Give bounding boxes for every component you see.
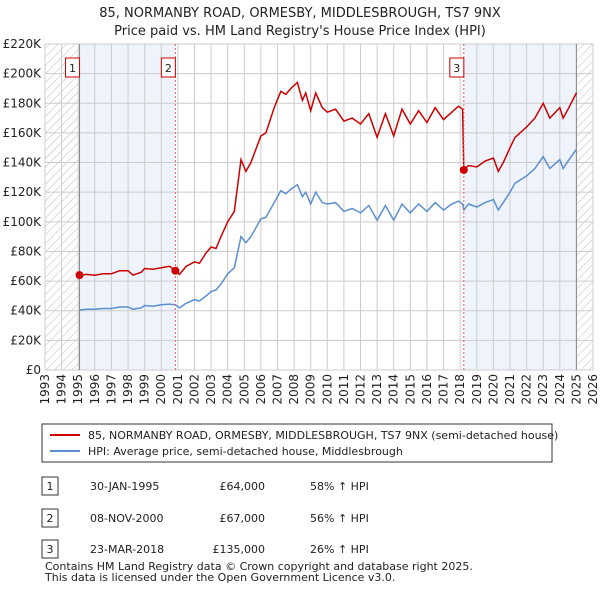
hpi-line: [79, 148, 578, 311]
sale-row-number: 1: [47, 480, 54, 493]
x-tick-label: 1997: [104, 374, 118, 405]
sale-row-hpi: 56% ↑ HPI: [310, 512, 369, 525]
x-tick-label: 2023: [536, 374, 550, 405]
sale-row-price: £67,000: [220, 512, 266, 525]
x-tick-label: 2014: [387, 374, 401, 405]
x-tick-label: 2002: [187, 374, 201, 405]
x-tick-label: 2000: [154, 374, 168, 405]
y-tick-label: £120K: [3, 185, 43, 199]
x-tick-label: 2003: [204, 374, 218, 405]
property-price-line: [79, 81, 578, 277]
x-tick-label: 2006: [254, 374, 268, 405]
hatched-region: [576, 44, 593, 370]
footer-copyright: Contains HM Land Registry data © Crown c…: [45, 560, 473, 573]
sale-label-number: 1: [69, 62, 76, 75]
x-tick-label: 2001: [171, 374, 185, 405]
chart-title: 85, NORMANBY ROAD, ORMESBY, MIDDLESBROUG…: [99, 6, 501, 21]
x-tick-label: 1999: [138, 374, 152, 405]
plot-border: [44, 43, 594, 371]
sale-row-date: 30-JAN-1995: [90, 480, 159, 493]
x-tick-label: 2013: [370, 374, 384, 405]
x-tick-label: 2005: [237, 374, 251, 405]
x-tick-label: 2025: [569, 374, 583, 405]
shaded-period: [79, 44, 176, 370]
y-tick-label: £20K: [10, 333, 42, 347]
sale-label-box: [449, 57, 465, 78]
y-tick-label: £160K: [3, 126, 43, 140]
x-tick-label: 2018: [453, 374, 467, 405]
y-tick-label: £80K: [10, 244, 42, 258]
x-tick-label: 2011: [337, 374, 351, 405]
legend-label-hpi: HPI: Average price, semi-detached house,…: [88, 445, 403, 458]
sale-row-number: 3: [47, 543, 54, 556]
sale-row-date: 23-MAR-2018: [90, 543, 164, 556]
x-tick-label: 2019: [470, 374, 484, 405]
sale-row-date: 08-NOV-2000: [90, 512, 164, 525]
sale-row-number: 2: [47, 512, 54, 525]
x-tick-label: 1996: [88, 374, 102, 405]
sale-point: [171, 266, 180, 275]
x-tick-label: 2009: [304, 374, 318, 405]
x-tick-label: 2015: [403, 374, 417, 405]
x-tick-label: 2024: [553, 374, 567, 405]
x-tick-label: 1995: [71, 374, 85, 405]
y-tick-label: £180K: [3, 96, 43, 110]
footer-licence: This data is licensed under the Open Gov…: [44, 571, 395, 584]
x-tick-label: 2017: [437, 374, 451, 405]
sale-row-number-box: [41, 539, 59, 559]
y-tick-label: £40K: [10, 304, 42, 318]
x-tick-label: 2022: [520, 374, 534, 405]
sale-point: [75, 271, 84, 280]
sale-label-box: [160, 57, 176, 78]
sale-point: [459, 165, 468, 174]
sale-row-number-box: [41, 476, 59, 496]
chart-subtitle: Price paid vs. HM Land Registry's House …: [114, 24, 486, 39]
x-tick-label: 2016: [420, 374, 434, 405]
sale-label-number: 3: [453, 62, 460, 75]
legend-label-property: 85, NORMANBY ROAD, ORMESBY, MIDDLESBROUG…: [88, 429, 558, 442]
shaded-period: [463, 44, 577, 370]
x-tick-label: 2026: [586, 374, 600, 405]
y-tick-label: £60K: [10, 274, 42, 288]
x-tick-label: 2008: [287, 374, 301, 405]
sale-row-price: £64,000: [220, 480, 266, 493]
x-tick-label: 1994: [55, 374, 69, 405]
x-tick-label: 2010: [320, 374, 334, 405]
x-tick-label: 1993: [38, 374, 52, 405]
hatched-region: [45, 44, 80, 370]
sale-row-price: £135,000: [213, 543, 266, 556]
x-tick-label: 1998: [121, 374, 135, 405]
sale-row-hpi: 58% ↑ HPI: [310, 480, 369, 493]
y-tick-label: £200K: [3, 67, 43, 81]
y-tick-label: £140K: [3, 156, 43, 170]
y-tick-label: £220K: [3, 37, 43, 51]
y-tick-label: £0: [26, 363, 41, 377]
x-tick-label: 2004: [221, 374, 235, 405]
x-tick-label: 2021: [503, 374, 517, 405]
sale-row-number-box: [41, 508, 59, 528]
sale-label-box: [65, 57, 81, 78]
x-tick-label: 2007: [270, 374, 284, 405]
legend-box: [41, 423, 553, 463]
x-tick-label: 2012: [354, 374, 368, 405]
x-tick-label: 2020: [486, 374, 500, 405]
sale-row-hpi: 26% ↑ HPI: [310, 543, 369, 556]
y-tick-label: £100K: [3, 215, 43, 229]
sale-label-number: 2: [165, 62, 172, 75]
